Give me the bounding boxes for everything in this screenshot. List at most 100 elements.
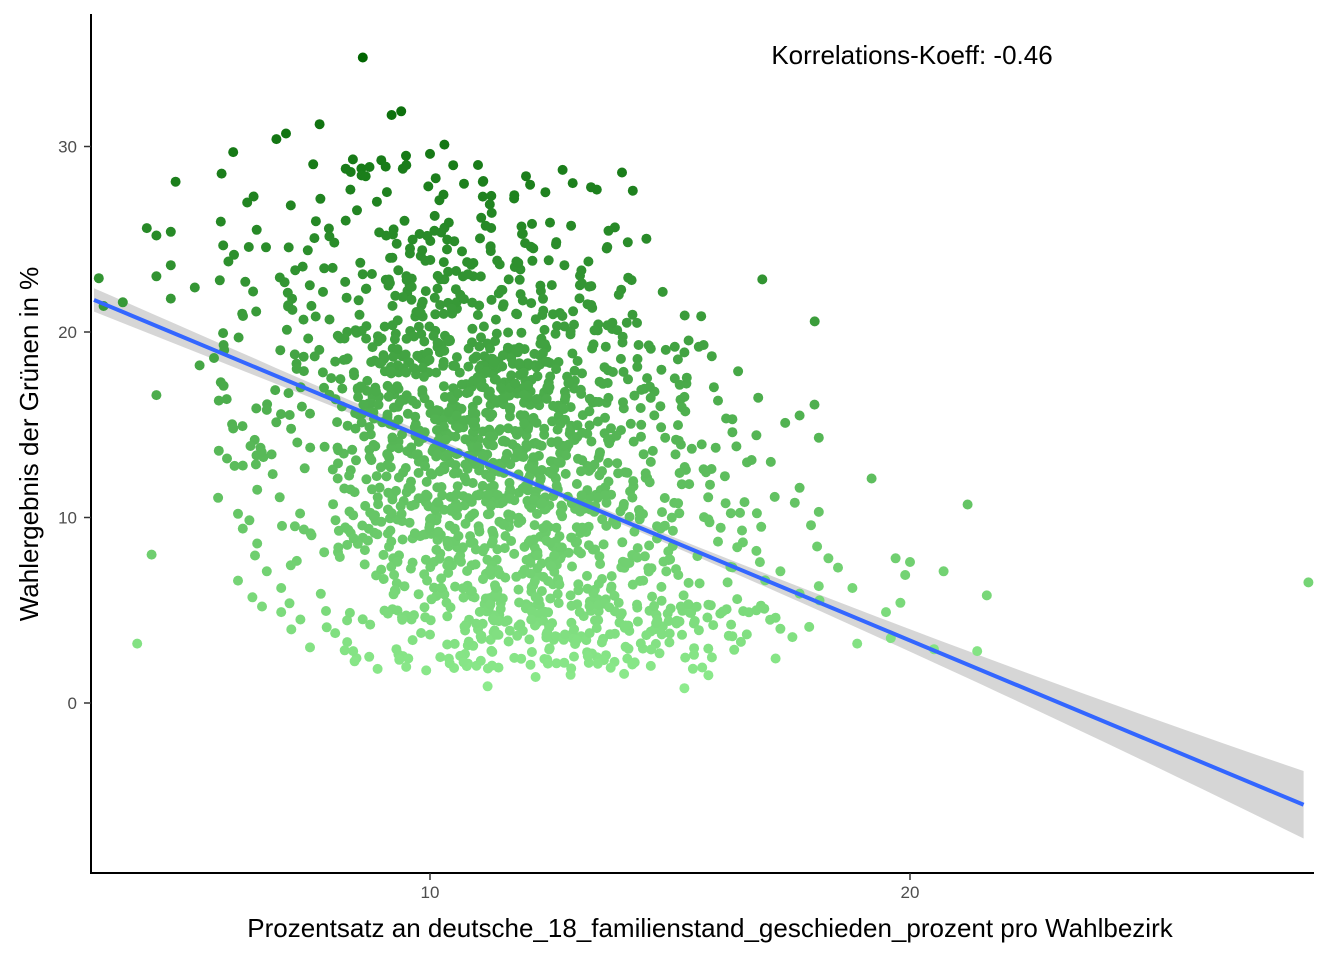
scatter-point (510, 378, 521, 389)
scatter-point (689, 649, 699, 660)
scatter-point (252, 484, 263, 495)
regression-line (93, 298, 1305, 807)
scatter-point (330, 515, 341, 526)
scatter-point (415, 308, 426, 318)
scatter-point (488, 357, 499, 368)
scatter-point (467, 297, 478, 308)
scatter-point (394, 397, 405, 408)
scatter-point (422, 491, 433, 501)
scatter-point (284, 598, 295, 609)
scatter-point (895, 597, 906, 608)
scatter-point (357, 614, 368, 625)
scatter-point (670, 449, 681, 460)
scatter-point (584, 628, 595, 639)
scatter-point (295, 614, 306, 625)
scatter-point (641, 233, 652, 244)
scatter-point (497, 301, 508, 312)
scatter-point (671, 618, 682, 629)
scatter-point (634, 509, 645, 520)
scatter-point (588, 339, 599, 350)
scatter-point (432, 337, 443, 348)
scatter-point (962, 499, 973, 510)
scatter-point (281, 128, 291, 139)
scatter-point (474, 526, 485, 537)
scatter-point (639, 551, 650, 562)
scatter-point (404, 517, 415, 528)
scatter-point (751, 545, 762, 556)
scatter-point (388, 589, 399, 600)
scatter-point (409, 331, 419, 342)
scatter-point (680, 652, 691, 663)
scatter-point (561, 450, 572, 461)
scatter-point (315, 588, 326, 599)
scatter-point (669, 341, 680, 352)
scatter-point (565, 425, 576, 436)
scatter-point (374, 482, 385, 493)
scatter-point (601, 520, 612, 531)
scatter-point (229, 460, 240, 471)
scatter-point (713, 536, 723, 547)
scatter-point (497, 361, 508, 372)
scatter-point (275, 345, 286, 356)
scatter-point (556, 500, 567, 511)
scatter-point (386, 110, 397, 120)
scatter-point (310, 311, 321, 322)
scatter-point (329, 237, 340, 248)
scatter-point (529, 576, 540, 587)
scatter-point (673, 498, 684, 509)
scatter-point (656, 581, 667, 592)
scatter-point (618, 397, 628, 408)
scatter-point (594, 376, 605, 387)
scatter-point (644, 381, 655, 392)
scatter-point (401, 150, 411, 161)
scatter-point (392, 344, 403, 355)
scatter-point (597, 574, 607, 584)
scatter-point (419, 371, 429, 382)
scatter-point (218, 380, 229, 391)
scatter-point (713, 395, 723, 406)
scatter-point (679, 391, 690, 402)
scatter-point (438, 189, 449, 200)
scatter-point (576, 265, 587, 276)
scatter-point (599, 362, 610, 373)
scatter-point (453, 531, 464, 541)
scatter-point (509, 190, 520, 201)
scatter-point (364, 444, 375, 455)
scatter-point (228, 147, 239, 158)
scatter-point (470, 408, 481, 419)
scatter-point (518, 389, 529, 400)
scatter-point (657, 507, 667, 518)
scatter-point (477, 191, 488, 202)
scatter-point (696, 439, 707, 450)
scatter-point (459, 472, 470, 483)
scatter-point (559, 629, 570, 640)
scatter-point (315, 193, 326, 204)
scatter-point (622, 237, 633, 248)
scatter-point (364, 162, 375, 172)
scatter-point (251, 224, 262, 235)
scatter-point (809, 399, 820, 410)
scatter-point (632, 599, 642, 610)
scatter-point (406, 294, 417, 305)
scatter-point (617, 167, 627, 178)
scatter-point (345, 184, 356, 195)
scatter-point (425, 629, 435, 640)
scatter-point (401, 275, 412, 285)
scatter-point (434, 553, 445, 564)
scatter-point (656, 422, 667, 433)
scatter-point (563, 547, 574, 558)
scatter-point (656, 364, 667, 375)
scatter-point (434, 466, 445, 477)
scatter-point (674, 468, 685, 478)
scatter-point (574, 293, 585, 304)
scatter-point (414, 229, 425, 239)
scatter-point (391, 485, 401, 496)
scatter-point (165, 226, 176, 237)
scatter-point (475, 655, 486, 666)
scatter-point (539, 324, 550, 335)
scatter-point (567, 532, 577, 543)
scatter-point (407, 635, 418, 646)
scatter-point (442, 560, 453, 571)
scatter-point (603, 392, 614, 403)
scatter-point (344, 607, 355, 618)
